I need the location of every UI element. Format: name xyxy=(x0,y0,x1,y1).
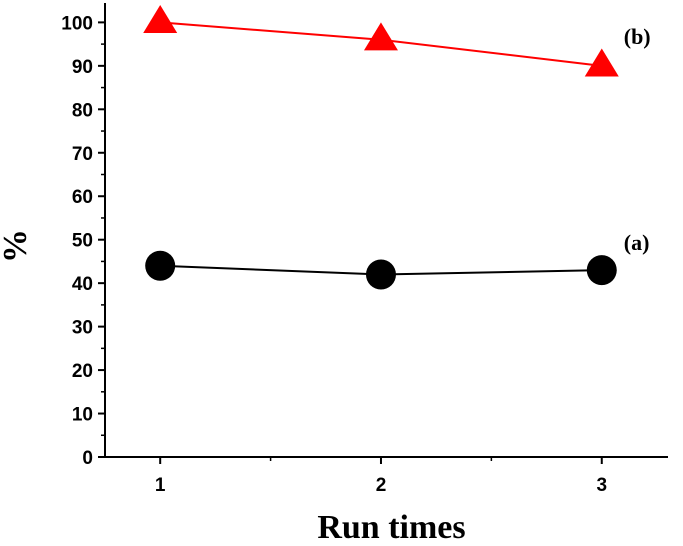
data-point-circle xyxy=(365,259,396,290)
y-tick-label: 60 xyxy=(72,187,93,208)
y-tick-label: 90 xyxy=(72,57,93,78)
data-point-triangle xyxy=(143,5,178,34)
y-tick-label: 80 xyxy=(72,100,93,121)
y-tick-label: 50 xyxy=(72,231,93,252)
x-tick-label: 3 xyxy=(596,475,607,496)
y-tick-label: 20 xyxy=(72,361,93,382)
y-tick-label: 30 xyxy=(72,318,93,339)
y-axis-title: % xyxy=(0,229,34,263)
series-tag: (b) xyxy=(624,24,651,49)
y-tick-label: 0 xyxy=(82,448,93,469)
data-point-triangle xyxy=(363,22,398,51)
y-tick-label: 40 xyxy=(72,274,93,295)
y-tick-label: 70 xyxy=(72,144,93,165)
x-tick-label: 2 xyxy=(376,475,387,496)
series-b: (b) xyxy=(143,5,651,77)
x-tick-label: 1 xyxy=(155,475,166,496)
x-axis-ticks: 1 2 3 xyxy=(155,457,607,496)
data-point-circle xyxy=(145,250,176,281)
data-point-triangle xyxy=(584,48,619,77)
y-tick-label: 10 xyxy=(72,405,93,426)
series-a: (a) xyxy=(145,230,650,290)
x-axis-title: Run times xyxy=(317,509,465,546)
data-point-circle xyxy=(586,255,617,286)
series-group: (a) (b) xyxy=(143,5,651,290)
axes xyxy=(104,3,668,458)
y-tick-label: 100 xyxy=(61,13,93,34)
series-tag: (a) xyxy=(624,230,650,255)
y-axis-ticks: 0 10 20 30 40 50 60 70 80 90 100 xyxy=(61,13,105,469)
